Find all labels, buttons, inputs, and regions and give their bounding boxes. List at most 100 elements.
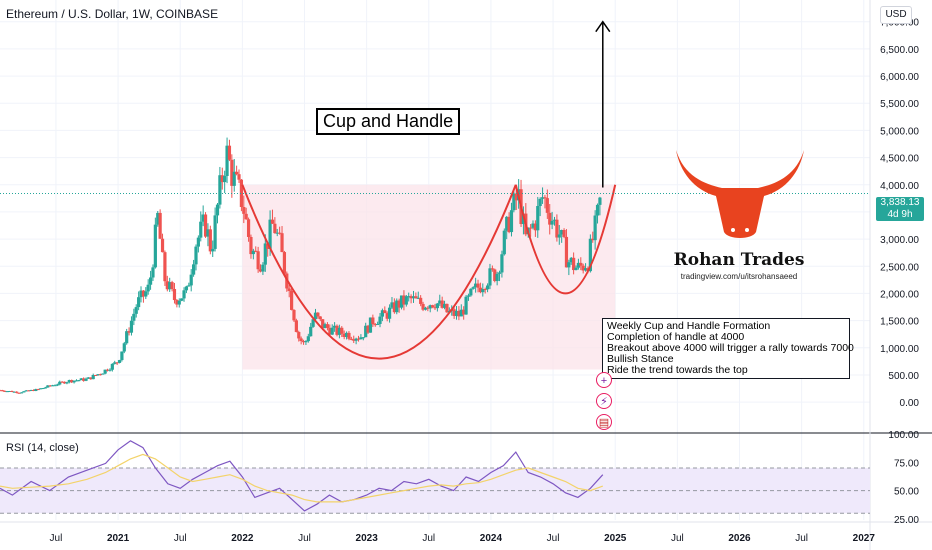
candle-body [156, 212, 160, 225]
candle-body [354, 338, 358, 341]
candle-body [325, 324, 330, 328]
lightning-icon[interactable]: ⚡ [596, 393, 612, 409]
candle-body [72, 380, 76, 383]
candle-body [189, 274, 193, 286]
candle-body [74, 380, 79, 382]
candle-body [426, 307, 430, 309]
rsi-tick-label: 100.00 [888, 430, 919, 441]
candle-body [359, 337, 363, 340]
candle-body [60, 381, 64, 383]
candle-body [490, 268, 494, 270]
candle-body [440, 300, 444, 308]
candle-body [328, 327, 332, 335]
candle-body [168, 282, 172, 290]
candle-body [129, 320, 134, 333]
candle-body [211, 248, 215, 252]
candle-body [117, 360, 122, 363]
candle-body [505, 216, 509, 231]
candle-body [77, 380, 81, 382]
candle-body [17, 392, 21, 394]
candle-body [474, 283, 478, 288]
candle-body [309, 326, 313, 337]
candle-body [366, 325, 370, 333]
x-tick-label: 2023 [356, 533, 379, 544]
candle-body [191, 264, 196, 275]
candle-body [246, 219, 251, 237]
candle-body [347, 332, 351, 339]
candle-body [41, 388, 45, 390]
target-arrow-head [595, 20, 611, 33]
candle-body [478, 287, 483, 293]
candle-body [206, 229, 210, 237]
candle-body [502, 230, 506, 255]
candle-body [304, 341, 308, 343]
x-tick-label: Jul [298, 533, 311, 544]
candle-body [110, 363, 114, 370]
candle-body [368, 317, 373, 333]
candle-body [146, 284, 150, 292]
candle-body [266, 243, 270, 249]
candle-body [43, 387, 48, 389]
x-tick-label: 2026 [728, 533, 751, 544]
candle-body [182, 290, 186, 299]
candle-layer [0, 137, 602, 394]
candle-body [421, 303, 425, 310]
bull-head-logo [676, 150, 804, 238]
candle-body [153, 224, 157, 268]
rsi-line [0, 440, 604, 512]
candle-body [89, 377, 93, 380]
candle-body [22, 391, 26, 393]
candle-body [227, 145, 232, 160]
candle-body [223, 175, 227, 183]
candle-body [567, 262, 571, 268]
candle-body [46, 385, 50, 388]
candle-body [416, 297, 420, 299]
candle-body [383, 310, 387, 314]
candle-body [122, 343, 126, 352]
flag-icon[interactable]: ▤ [596, 414, 612, 430]
candle-body [335, 325, 339, 335]
candle-body [220, 175, 224, 183]
candle-body [292, 309, 296, 321]
candle-body [201, 214, 205, 222]
candle-body [581, 265, 585, 271]
candle-body [399, 295, 404, 308]
candle-body [67, 380, 71, 383]
candle-body [96, 374, 100, 376]
candle-body [507, 216, 511, 233]
candle-body [24, 390, 28, 392]
plus-circle-icon[interactable]: + [596, 372, 612, 388]
rsi-layer [0, 440, 604, 512]
candle-body [29, 390, 33, 392]
candle-body [12, 391, 16, 393]
currency-selector[interactable]: USD [880, 6, 912, 24]
y-tick-label: 1,000.00 [880, 344, 919, 355]
candle-body [175, 300, 179, 305]
candle-body [34, 389, 38, 391]
candle-body [435, 303, 439, 309]
candle-body [562, 230, 566, 237]
note-line: Bullish Stance [607, 353, 674, 365]
rsi-indicator-label[interactable]: RSI (14, close) [6, 442, 79, 454]
candle-body [471, 287, 475, 289]
note-line: Weekly Cup and Handle Formation [607, 320, 771, 332]
current-price-tag: 3,838.13 4d 9h [876, 197, 924, 221]
y-tick-label: 6,500.00 [880, 45, 919, 56]
candle-body [457, 310, 461, 317]
candle-body [514, 193, 518, 201]
candle-body [387, 307, 392, 319]
x-tick-label: Jul [422, 533, 435, 544]
candle-body [579, 262, 583, 266]
x-tick-label: 2022 [231, 533, 254, 544]
candle-body [158, 212, 162, 239]
candle-body [280, 233, 284, 253]
candle-body [395, 300, 399, 313]
candle-body [230, 159, 234, 186]
x-tick-label: 2024 [480, 533, 503, 544]
candle-body [139, 290, 143, 298]
candle-body [330, 327, 334, 335]
candle-body [588, 238, 592, 272]
candle-body [55, 384, 59, 386]
candle-body [380, 310, 385, 317]
